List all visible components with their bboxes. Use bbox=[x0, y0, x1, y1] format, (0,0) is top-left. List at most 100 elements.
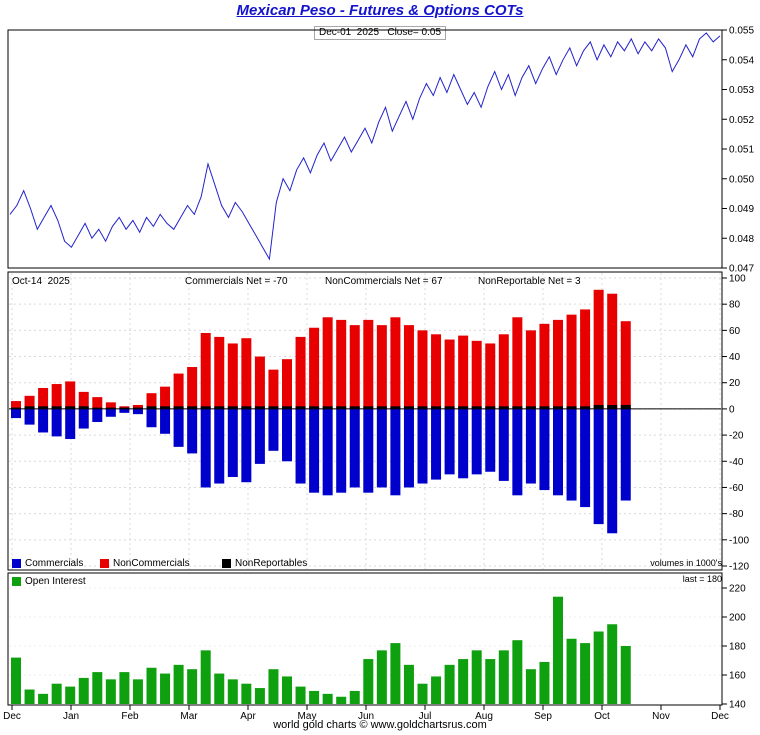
noncommercials-bar bbox=[65, 381, 76, 409]
price-line bbox=[9, 32, 721, 261]
price-axis-tick-label: 0.050 bbox=[729, 174, 754, 185]
open-interest-bar bbox=[620, 646, 631, 704]
open-interest-bar bbox=[295, 686, 306, 704]
commercials-bar bbox=[376, 408, 387, 488]
open-interest-bar bbox=[200, 650, 211, 704]
legend-noncommercials: NonCommercials bbox=[100, 558, 190, 569]
noncommercials-bar bbox=[132, 404, 143, 409]
commercials-bar bbox=[363, 408, 374, 493]
oi-axis-tick-label: 180 bbox=[729, 642, 746, 653]
x-axis-month-label: Jan bbox=[63, 711, 79, 722]
open-interest-swatch-icon bbox=[12, 577, 21, 586]
commercials-bar bbox=[322, 408, 333, 496]
noncommercials-bar bbox=[200, 332, 211, 409]
nonreportables-bar bbox=[187, 406, 198, 409]
open-interest-bar bbox=[525, 669, 536, 704]
open-interest-bar bbox=[282, 676, 292, 704]
nonreportables-bar bbox=[403, 406, 414, 409]
noncommercials-bar bbox=[322, 317, 333, 409]
volumes-note: volumes in 1000's bbox=[650, 558, 722, 568]
cot-axis-tick-label: 40 bbox=[729, 352, 741, 363]
nonreportables-bar bbox=[11, 407, 21, 409]
commercials-bar bbox=[566, 408, 577, 501]
nonreportables-bar bbox=[65, 406, 76, 409]
open-interest-bar bbox=[349, 690, 360, 704]
price-axis-tick-label: 0.055 bbox=[729, 26, 754, 37]
commercials-bar bbox=[512, 408, 523, 496]
open-interest-bar bbox=[539, 661, 550, 704]
noncommercials-bar bbox=[349, 325, 360, 409]
commercials-bar bbox=[65, 408, 76, 440]
nonreportables-bar bbox=[227, 406, 238, 409]
noncommercials-bar bbox=[431, 334, 442, 409]
nonreportables-bar bbox=[146, 406, 157, 409]
noncommercials-bar bbox=[214, 336, 225, 409]
nonreportables-bar bbox=[390, 406, 401, 409]
commercials-bar bbox=[11, 408, 21, 419]
nonreportables-bar bbox=[336, 406, 347, 409]
commercials-bar bbox=[254, 408, 265, 464]
open-interest-bar bbox=[458, 659, 469, 704]
noncommercials-bar bbox=[254, 356, 265, 409]
noncommercials-bar bbox=[376, 325, 387, 409]
nonreportables-bar bbox=[539, 406, 550, 409]
cot-axis-tick-label: 0 bbox=[729, 404, 735, 415]
commercials-bar bbox=[119, 408, 130, 413]
noncommercials-bar bbox=[38, 387, 49, 409]
price-axis-tick-label: 0.048 bbox=[729, 234, 754, 245]
commercials-bar bbox=[92, 408, 103, 422]
nonreportables-swatch-icon bbox=[222, 559, 231, 568]
open-interest-bar bbox=[417, 683, 428, 704]
cot-date-label: Oct-14 2025 bbox=[12, 276, 70, 287]
commercials-bar bbox=[539, 408, 550, 491]
commercials-bar bbox=[525, 408, 536, 484]
open-interest-bar bbox=[444, 664, 455, 704]
noncommercials-bar bbox=[512, 317, 523, 409]
commercials-bar bbox=[78, 408, 89, 429]
nonreportables-bar bbox=[51, 406, 62, 409]
commercials-bar bbox=[471, 408, 482, 475]
x-axis-month-label: Oct bbox=[594, 711, 610, 722]
nonreportables-bar bbox=[132, 407, 143, 409]
x-axis-month-label: Apr bbox=[240, 711, 256, 722]
commercials-bar bbox=[214, 408, 225, 484]
commercials-swatch-icon bbox=[12, 559, 21, 568]
cot-axis-tick-label: -40 bbox=[729, 457, 744, 468]
commercials-bar bbox=[390, 408, 401, 496]
panel-border bbox=[7, 29, 723, 269]
commercials-net-label: Commercials Net = -70 bbox=[185, 276, 288, 287]
nonreportables-bar bbox=[24, 406, 35, 409]
oi-axis-tick-label: 220 bbox=[729, 584, 746, 595]
commercials-bar bbox=[51, 408, 62, 437]
noncommercials-bar bbox=[51, 384, 62, 409]
price-axis-tick-label: 0.053 bbox=[729, 85, 754, 96]
noncommercials-bar bbox=[295, 336, 306, 409]
open-interest-bar bbox=[146, 667, 157, 704]
noncommercials-bar bbox=[471, 340, 482, 409]
commercials-bar bbox=[417, 408, 428, 484]
legend-noncommercials-label: NonCommercials bbox=[113, 558, 190, 569]
panel-border bbox=[7, 271, 723, 571]
commercials-bar bbox=[282, 408, 292, 462]
open-interest-bar bbox=[485, 659, 496, 704]
commercials-bar bbox=[309, 408, 320, 493]
noncommercials-bar bbox=[417, 330, 428, 409]
nonreportables-bar bbox=[160, 406, 171, 409]
x-axis-month-label: Dec bbox=[3, 711, 21, 722]
nonreportables-bar bbox=[38, 406, 49, 409]
commercials-bar bbox=[160, 408, 171, 434]
cot-axis-tick-label: 100 bbox=[729, 274, 746, 285]
x-axis-month-label: Jun bbox=[358, 711, 374, 722]
open-interest-bar bbox=[309, 690, 320, 704]
commercials-bar bbox=[607, 408, 618, 534]
noncommercials-bar bbox=[160, 386, 171, 409]
noncommercials-bar bbox=[566, 314, 577, 409]
open-interest-bar bbox=[132, 679, 143, 704]
legend-commercials-label: Commercials bbox=[25, 558, 84, 569]
nonreportables-bar bbox=[282, 406, 292, 409]
commercials-bar bbox=[349, 408, 360, 488]
commercials-bar bbox=[485, 408, 496, 472]
price-axis-tick-label: 0.047 bbox=[729, 264, 754, 275]
commercials-bar bbox=[444, 408, 455, 475]
noncommercials-bar bbox=[390, 317, 401, 409]
